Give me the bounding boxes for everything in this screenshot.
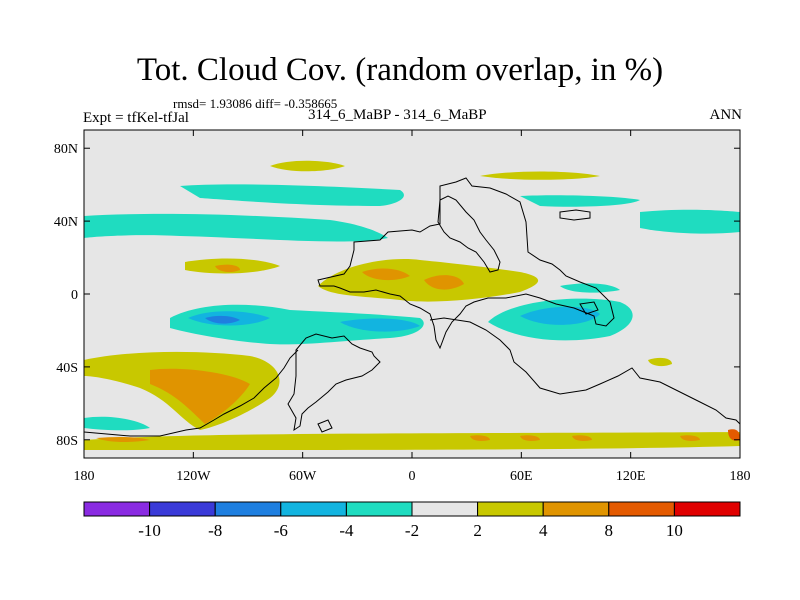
colorbar-swatch (149, 501, 216, 517)
contour-minus-2-high-lat (180, 184, 404, 206)
colorbar-swatch (411, 501, 479, 517)
contour-minus-6-south-tropics (205, 315, 240, 324)
contour-minus-2-equator-east (560, 283, 620, 293)
colorbar-label: 4 (539, 521, 548, 540)
experiment-label: Expt = tfKel-tfJal (83, 110, 189, 126)
contour-plus-4-tropics-west (215, 264, 240, 273)
contour-plus-4-antarctic-4 (572, 435, 592, 441)
lat-tick-label: 40S (56, 361, 78, 376)
lat-tick-label: 80N (54, 142, 78, 157)
contour-minus-2-antarctic-west (84, 416, 150, 431)
contour-minus-4-indian-ocean (520, 306, 600, 325)
coastline-north-america (437, 195, 501, 273)
colorbar-swatch (477, 501, 544, 517)
contour-plus-4-antarctic-2 (470, 435, 490, 441)
colorbar-swatch (673, 501, 741, 517)
lat-tick-label: 80S (56, 434, 78, 449)
contour-minus-2-east-high (520, 195, 640, 207)
season-label: ANN (709, 107, 743, 123)
colorbar-swatch (280, 501, 347, 517)
contour-plus-8-antarctic-east (728, 429, 740, 441)
contour-plus-2-arctic-2 (480, 171, 600, 180)
coastline-south-america (287, 333, 381, 432)
contour-minus-4-south-atlantic (340, 318, 420, 332)
contour-minus-2-north-east (640, 209, 740, 234)
colorbar-swatch (542, 501, 610, 517)
lat-tick-label: 0 (71, 288, 78, 303)
stats-label: rmsd= 1.93086 diff= -0.358665 (173, 96, 338, 111)
coastline-small-2 (579, 301, 599, 315)
contour-plus-2-arctic (270, 160, 345, 172)
colorbar-label: -8 (208, 521, 222, 540)
colorbar-swatch (214, 501, 282, 517)
latitude-axis: 80N 40N 0 40S 80S (54, 142, 740, 449)
contour-fill-layer (84, 160, 740, 450)
colorbar-label: -2 (405, 521, 419, 540)
contour-plus-4-antarctic-3 (520, 435, 540, 441)
coastline-layer (84, 177, 740, 437)
contour-plus-4-tropics-africa (424, 275, 464, 290)
lon-tick-label: 180 (74, 469, 95, 484)
coastline-small-1 (559, 209, 591, 221)
colorbar-swatch (83, 501, 151, 517)
lon-tick-label: 60E (510, 469, 533, 484)
contour-plus-4-antarctic-1 (96, 436, 150, 443)
colorbar-label: 8 (605, 521, 614, 540)
colorbar-label: 10 (666, 521, 683, 540)
colorbar-label: -4 (339, 521, 354, 540)
colorbar: -10 -8 -6 -4 -2 2 4 8 10 (83, 501, 741, 540)
plot-title: Tot. Cloud Cov. (random overlap, in %) (136, 52, 664, 88)
contour-plus-2-south-east (648, 357, 672, 367)
lat-tick-label: 40N (54, 215, 78, 230)
contour-plus-4-antarctic-5 (680, 435, 700, 441)
lon-tick-label: 60W (289, 469, 317, 484)
colorbar-label: 2 (473, 521, 482, 540)
longitude-axis: 180 120W 60W 0 60E 120E 180 (74, 130, 751, 484)
colorbar-label: -6 (274, 521, 288, 540)
case-label: 314_6_MaBP - 314_6_MaBP (308, 107, 487, 123)
colorbar-swatch (608, 501, 675, 517)
contour-plus-4-south-pacific (150, 368, 250, 424)
coastline-small-3 (317, 419, 333, 433)
lon-tick-label: 0 (409, 469, 416, 484)
contour-plus-4-tropics-center (362, 268, 410, 281)
contour-minus-2-north (84, 213, 388, 242)
colorbar-label: -10 (138, 521, 161, 540)
coastline-africa-eurasia (317, 177, 615, 350)
colorbar-swatch (345, 501, 413, 517)
coastline-antarctica (84, 349, 299, 437)
lon-tick-label: 180 (730, 469, 751, 484)
lon-tick-label: 120W (176, 469, 211, 484)
coastline-indian-subcontinent (429, 317, 740, 425)
lon-tick-label: 120E (616, 469, 646, 484)
